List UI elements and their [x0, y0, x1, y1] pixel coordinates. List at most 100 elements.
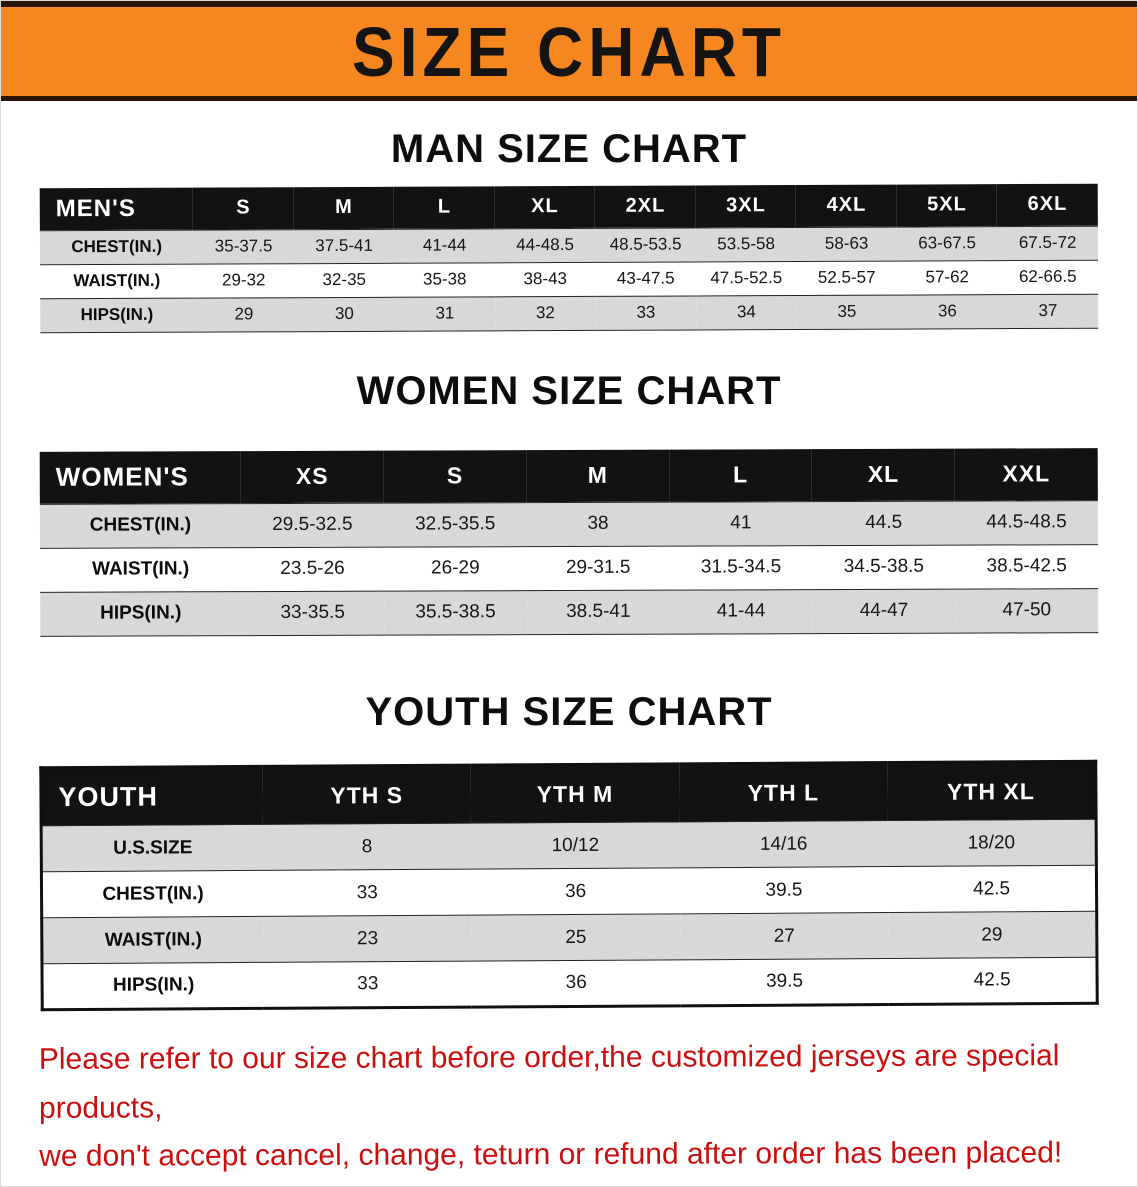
row-label: CHEST(IN.) — [102, 882, 204, 905]
column-header: M — [526, 449, 670, 502]
size-cell: 32.5-35.5 — [415, 512, 496, 535]
size-cell: 41-44 — [716, 599, 766, 621]
table-row: WAIST(IN.) 23 25 27 29 — [41, 911, 1097, 964]
size-cell: 23.5-26 — [280, 557, 345, 579]
table-row: WAIST(IN.) 29-32 32-35 35-38 38-43 43-47.5 47.… — [40, 259, 1099, 299]
size-cell: 47-50 — [1002, 598, 1052, 620]
women-section-heading: WOMEN SIZE CHART — [356, 368, 782, 413]
column-header: XL — [494, 185, 596, 229]
column-header: 4XL — [796, 184, 897, 228]
column-header: 5XL — [896, 184, 998, 227]
disclaimer-line-1: Please refer to our size chart before or… — [38, 1039, 1060, 1125]
size-cell: 29-32 — [221, 270, 266, 290]
man-section-heading: MAN SIZE CHART — [390, 127, 748, 171]
men-size-table: MEN'S S M L XL 2XL 3XL 4XL 5XL 6XL CHEST(IN.) 35-37… — [39, 183, 1099, 333]
man-size-section: MAN SIZE CHART MEN'S S M L XL 2XL 3XL 4XL 5XL 6XL… — [1, 127, 1137, 333]
size-cell: 34 — [736, 302, 756, 322]
size-cell: 8 — [361, 835, 373, 857]
size-cell: 52.5-57 — [817, 267, 876, 287]
size-cell: 37.5-41 — [315, 235, 373, 256]
size-cell: 29-31.5 — [565, 556, 631, 578]
table-header-row: MEN'S S M L XL 2XL 3XL 4XL 5XL 6XL — [39, 183, 1098, 231]
size-cell: 27 — [773, 925, 795, 947]
size-cell: 41 — [730, 511, 752, 533]
size-cell: 33 — [357, 973, 379, 995]
size-cell: 32-35 — [322, 269, 367, 290]
row-label: WAIST(IN.) — [73, 270, 161, 291]
table-row: CHEST(IN.) 29.5-32.5 32.5-35.5 38 41 44.5 44.5… — [39, 499, 1099, 548]
table-row: CHEST(IN.) 33 36 39.5 42.5 — [41, 865, 1097, 918]
size-cell: 67.5-72 — [1018, 232, 1077, 253]
row-label: WAIST(IN.) — [104, 928, 202, 951]
size-cell: 32 — [535, 303, 555, 323]
size-cell: 36 — [937, 301, 957, 321]
size-cell: 34.5-38.5 — [843, 555, 925, 577]
column-header: S — [383, 449, 527, 503]
column-header: XL — [812, 448, 956, 501]
size-cell: 35-37.5 — [214, 236, 273, 256]
table-header-row: WOMEN'S XS S M L XL XXL — [39, 447, 1098, 504]
youth-section-heading: YOUTH SIZE CHART — [365, 690, 773, 734]
size-cell: 31.5-34.5 — [700, 555, 782, 578]
row-label: HIPS(IN.) — [112, 974, 195, 996]
table-header-row: YOUTH YTH S YTH M YTH L YTH XL — [40, 761, 1097, 826]
size-cell: 57-62 — [925, 267, 970, 287]
size-cell: 33-35.5 — [280, 601, 345, 623]
page-title: SIZE CHART — [352, 12, 786, 91]
size-cell: 37 — [1038, 300, 1058, 320]
youth-size-section: YOUTH SIZE CHART YOUTH YTH S YTH M YTH L YTH… — [1, 690, 1137, 1012]
column-header: YTH L — [679, 762, 888, 822]
size-cell: 44-48.5 — [516, 234, 574, 255]
size-cell: 33 — [636, 302, 656, 322]
size-cell: 39.5 — [765, 879, 803, 901]
column-header: L — [394, 186, 495, 229]
column-header: 2XL — [595, 185, 696, 228]
column-header: YTH S — [262, 765, 472, 825]
size-cell: 44.5 — [865, 511, 903, 533]
size-cell: 35 — [837, 301, 857, 321]
women-size-section: WOMEN SIZE CHART WOMEN'S XS S M L XL XXL CHEST(… — [1, 368, 1137, 636]
size-cell: 63-67.5 — [918, 233, 976, 253]
column-header: M — [293, 186, 395, 230]
size-cell: 35.5-38.5 — [415, 600, 496, 623]
column-header: YTH XL — [887, 761, 1097, 821]
table-corner-label: YOUTH — [40, 766, 263, 826]
size-cell: 18/20 — [967, 831, 1016, 854]
size-cell: 10/12 — [551, 834, 600, 856]
size-cell: 26-29 — [431, 556, 480, 578]
column-header: XXL — [954, 447, 1098, 501]
table-corner-label: MEN'S — [39, 187, 194, 231]
table-row: HIPS(IN.) 33 36 39.5 42.5 — [41, 957, 1098, 1010]
women-size-table: WOMEN'S XS S M L XL XXL CHEST(IN.) 29.5-32.5 32.5… — [39, 447, 1099, 636]
size-cell: 38 — [587, 512, 609, 534]
column-header: L — [669, 448, 813, 502]
size-cell: 58-63 — [824, 233, 869, 253]
size-cell: 44-47 — [859, 599, 909, 621]
column-header: S — [193, 187, 294, 230]
table-row: CHEST(IN.) 35-37.5 37.5-41 41-44 44-48.5 48.5… — [39, 225, 1099, 265]
row-label: CHEST(IN.) — [89, 513, 192, 536]
size-cell: 44.5-48.5 — [986, 510, 1067, 533]
size-cell: 38.5-42.5 — [986, 554, 1067, 577]
size-cell: 39.5 — [765, 970, 804, 992]
size-cell: 36 — [565, 971, 587, 994]
table-row: HIPS(IN.) 29 30 31 32 33 34 35 36 37 — [40, 293, 1099, 333]
size-cell: 25 — [565, 926, 587, 948]
size-cell: 35-38 — [422, 269, 467, 289]
column-header: XS — [240, 450, 384, 503]
column-header: 3XL — [695, 185, 797, 228]
size-cell: 62-66.5 — [1018, 266, 1077, 287]
size-cell: 41-44 — [422, 235, 467, 255]
table-corner-label: WOMEN'S — [39, 450, 241, 504]
row-label: WAIST(IN.) — [92, 557, 190, 580]
row-label: HIPS(IN.) — [80, 304, 154, 325]
disclaimer-line-2: we don't accept cancel, change, teturn o… — [39, 1136, 1063, 1174]
table-row: HIPS(IN.) 33-35.5 35.5-38.5 38.5-41 41-44 44-… — [40, 587, 1099, 636]
size-cell: 48.5-53.5 — [609, 234, 682, 254]
size-cell: 38-43 — [523, 269, 568, 289]
table-row: U.S.SIZE 8 10/12 14/16 18/20 — [41, 819, 1097, 872]
size-cell: 33 — [356, 881, 378, 903]
size-cell: 30 — [334, 303, 354, 324]
size-charts: MAN SIZE CHART MEN'S S M L XL 2XL 3XL 4XL 5XL 6XL… — [1, 127, 1137, 1012]
